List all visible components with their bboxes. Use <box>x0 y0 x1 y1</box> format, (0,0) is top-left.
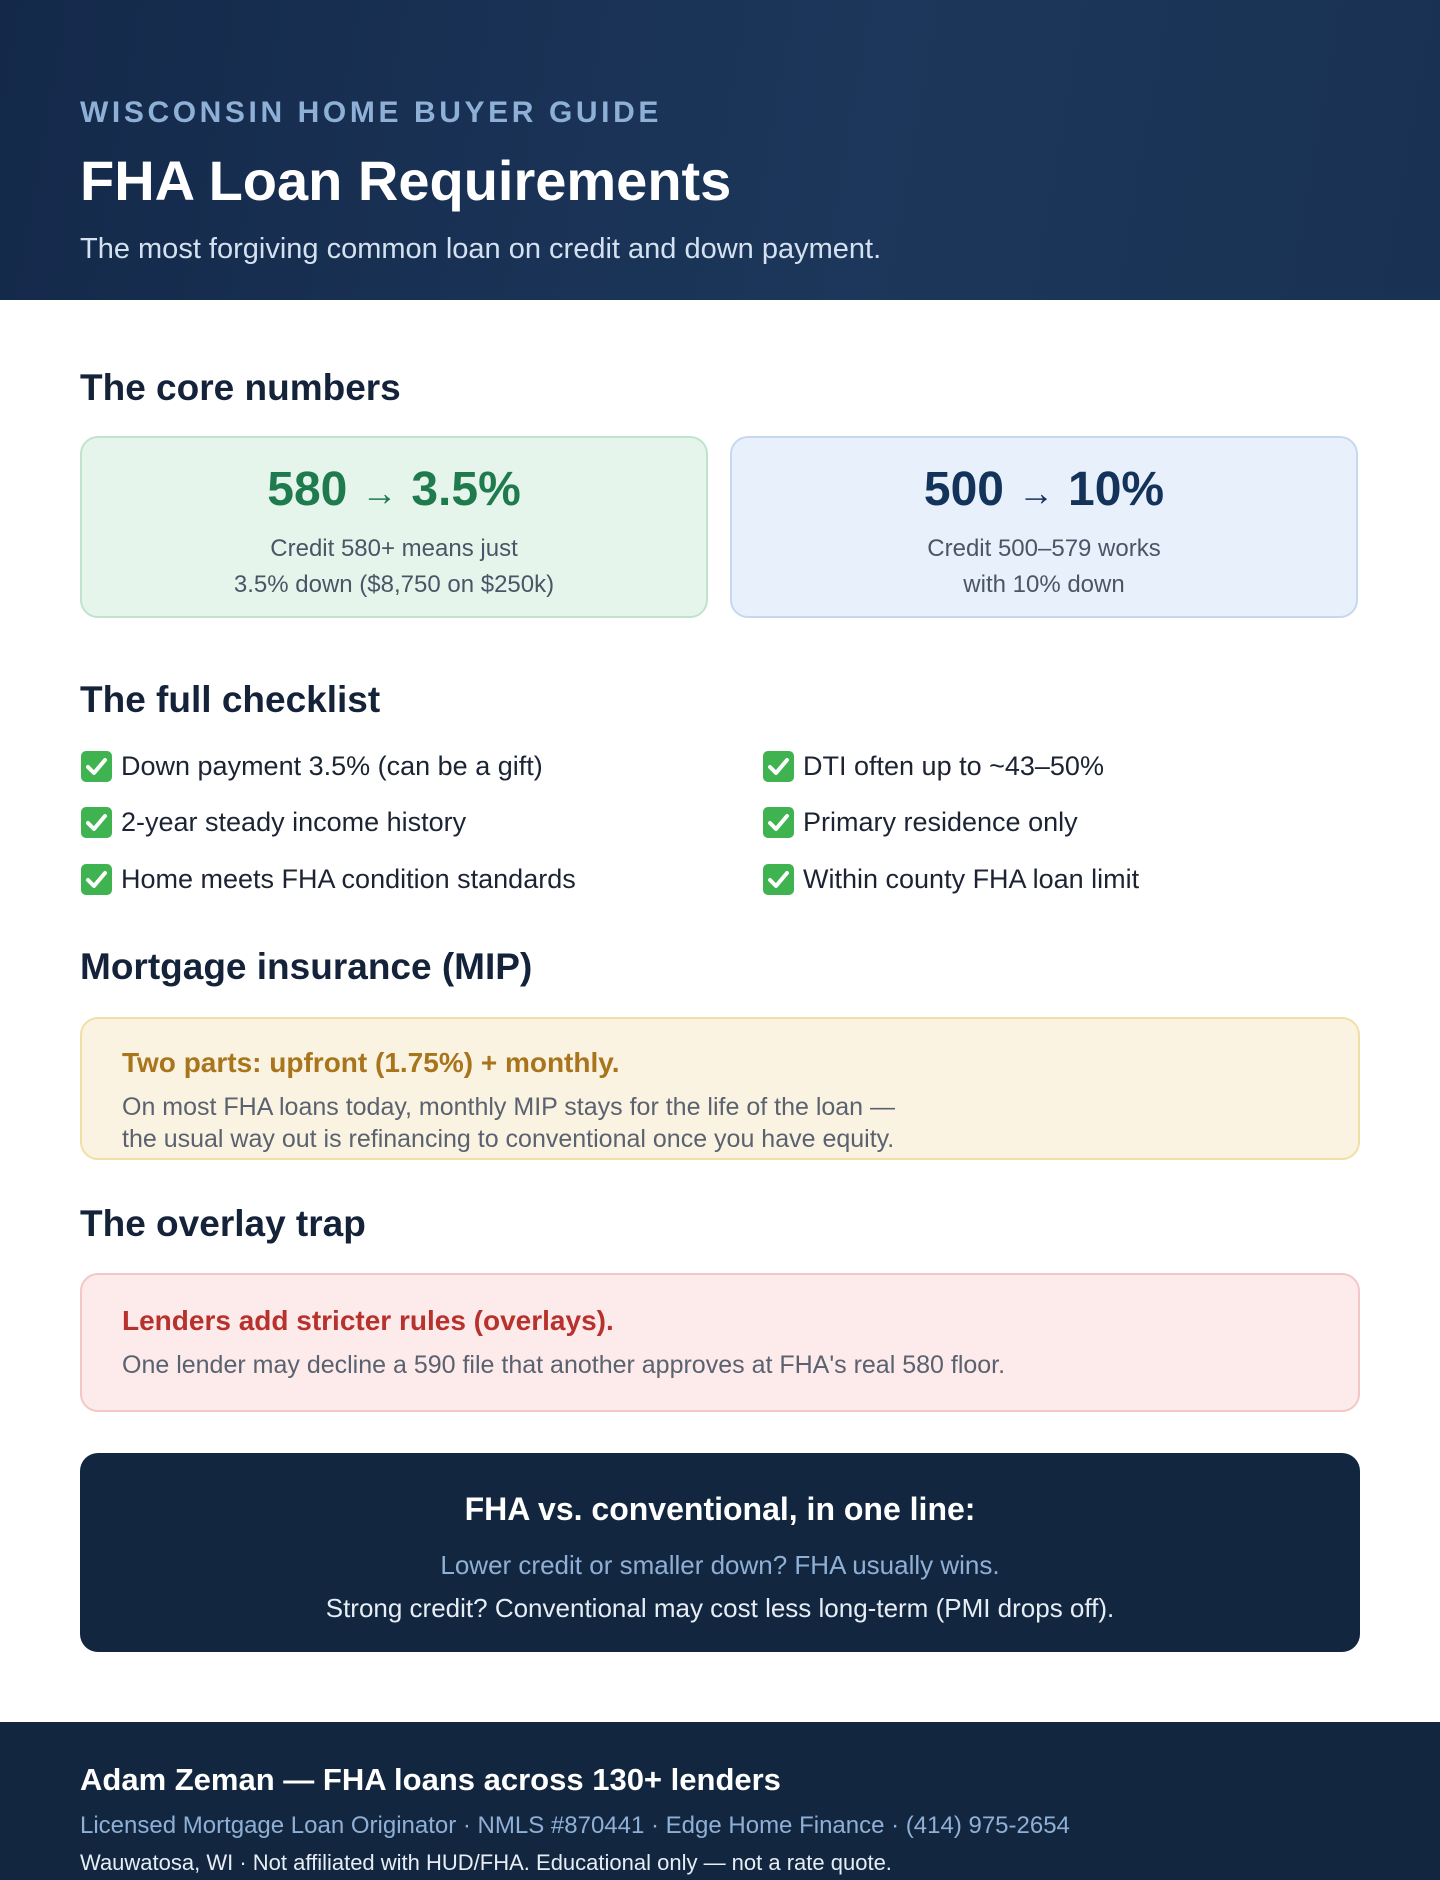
stat-lines: Credit 580+ means just 3.5% down ($8,750 … <box>82 531 706 603</box>
footer: Adam Zeman — FHA loans across 130+ lende… <box>0 1722 1440 1880</box>
box-text: the usual way out is refinancing to conv… <box>122 1125 895 1153</box>
section-heading: The full checklist <box>80 679 381 720</box>
summary-box: FHA vs. conventional, in one line: Lower… <box>80 1453 1360 1652</box>
section-heading: Mortgage insurance (MIP) <box>80 946 533 987</box>
checklist-item: Down payment 3.5% (can be a gift) <box>80 750 543 783</box>
checklist-text: 2-year steady income history <box>121 807 467 837</box>
checklist-text: DTI often up to ~43–50% <box>803 751 1104 781</box>
check-icon <box>81 807 112 838</box>
checklist-text: Primary residence only <box>803 807 1078 837</box>
checklist-text: Home meets FHA condition standards <box>121 864 576 894</box>
header: WISCONSIN HOME BUYER GUIDE FHA Loan Requ… <box>0 0 1440 300</box>
section-heading: The overlay trap <box>80 1203 366 1244</box>
check-icon <box>81 864 112 895</box>
eyebrow: WISCONSIN HOME BUYER GUIDE <box>80 96 662 129</box>
overlay-box: Lenders add stricter rules (overlays). O… <box>80 1273 1360 1412</box>
check-icon <box>763 864 794 895</box>
stat-to: 10% <box>1068 463 1165 516</box>
summary-title: FHA vs. conventional, in one line: <box>464 1491 976 1527</box>
checklist-item: Primary residence only <box>762 806 1078 839</box>
page-title: FHA Loan Requirements <box>80 149 732 212</box>
box-title: Two parts: upfront (1.75%) + monthly. <box>122 1047 620 1078</box>
stat-text: with 10% down <box>963 571 1125 598</box>
checklist-text: Down payment 3.5% (can be a gift) <box>121 751 543 781</box>
stat-text: 3.5% down ($8,750 on $250k) <box>233 571 555 598</box>
stat-from: 500 <box>923 463 1004 516</box>
checklist-item: DTI often up to ~43–50% <box>762 750 1104 783</box>
footer-meta: Licensed Mortgage Loan Originator · NMLS… <box>80 1812 1070 1839</box>
checklist-item: 2-year steady income history <box>80 806 466 839</box>
summary-line: Lower credit or smaller down? FHA usuall… <box>440 1550 1000 1580</box>
stat-value: 500 → 10% <box>732 462 1356 517</box>
stat-text: Credit 500–579 works <box>927 535 1161 562</box>
mip-box: Two parts: upfront (1.75%) + monthly. On… <box>80 1017 1360 1160</box>
stat-arrow: → <box>1018 472 1054 513</box>
footer-name: Adam Zeman — FHA loans across 130+ lende… <box>80 1762 781 1797</box>
checklist-text: Within county FHA loan limit <box>803 864 1140 894</box>
check-icon <box>81 751 112 782</box>
box-text: One lender may decline a 590 file that a… <box>122 1351 1006 1379</box>
stat-card: 500 → 10% Credit 500–579 works with 10% down <box>730 436 1358 618</box>
stat-text: Credit 580+ means just <box>270 535 518 562</box>
stat-value: 580 → 3.5% <box>82 462 706 517</box>
stat-to: 3.5% <box>411 463 521 516</box>
stat-arrow: → <box>361 472 398 513</box>
box-title: Lenders add stricter rules (overlays). <box>122 1305 614 1336</box>
section-heading: The core numbers <box>80 367 401 408</box>
check-icon <box>763 751 794 782</box>
box-text: On most FHA loans today, monthly MIP sta… <box>122 1093 896 1121</box>
stat-from: 580 <box>267 463 348 516</box>
checklist-item: Within county FHA loan limit <box>762 863 1139 896</box>
check-icon <box>763 807 794 838</box>
stat-lines: Credit 500–579 works with 10% down <box>732 531 1356 603</box>
stat-card: 580 → 3.5% Credit 580+ means just 3.5% down … <box>80 436 708 618</box>
summary-line: Strong credit? Conventional may cost les… <box>325 1593 1115 1623</box>
checklist-item: Home meets FHA condition standards <box>80 863 576 896</box>
footer-note: Wauwatosa, WI · Not affiliated with HUD/… <box>80 1850 892 1875</box>
subtitle: The most forgiving common loan on credit… <box>80 233 882 265</box>
